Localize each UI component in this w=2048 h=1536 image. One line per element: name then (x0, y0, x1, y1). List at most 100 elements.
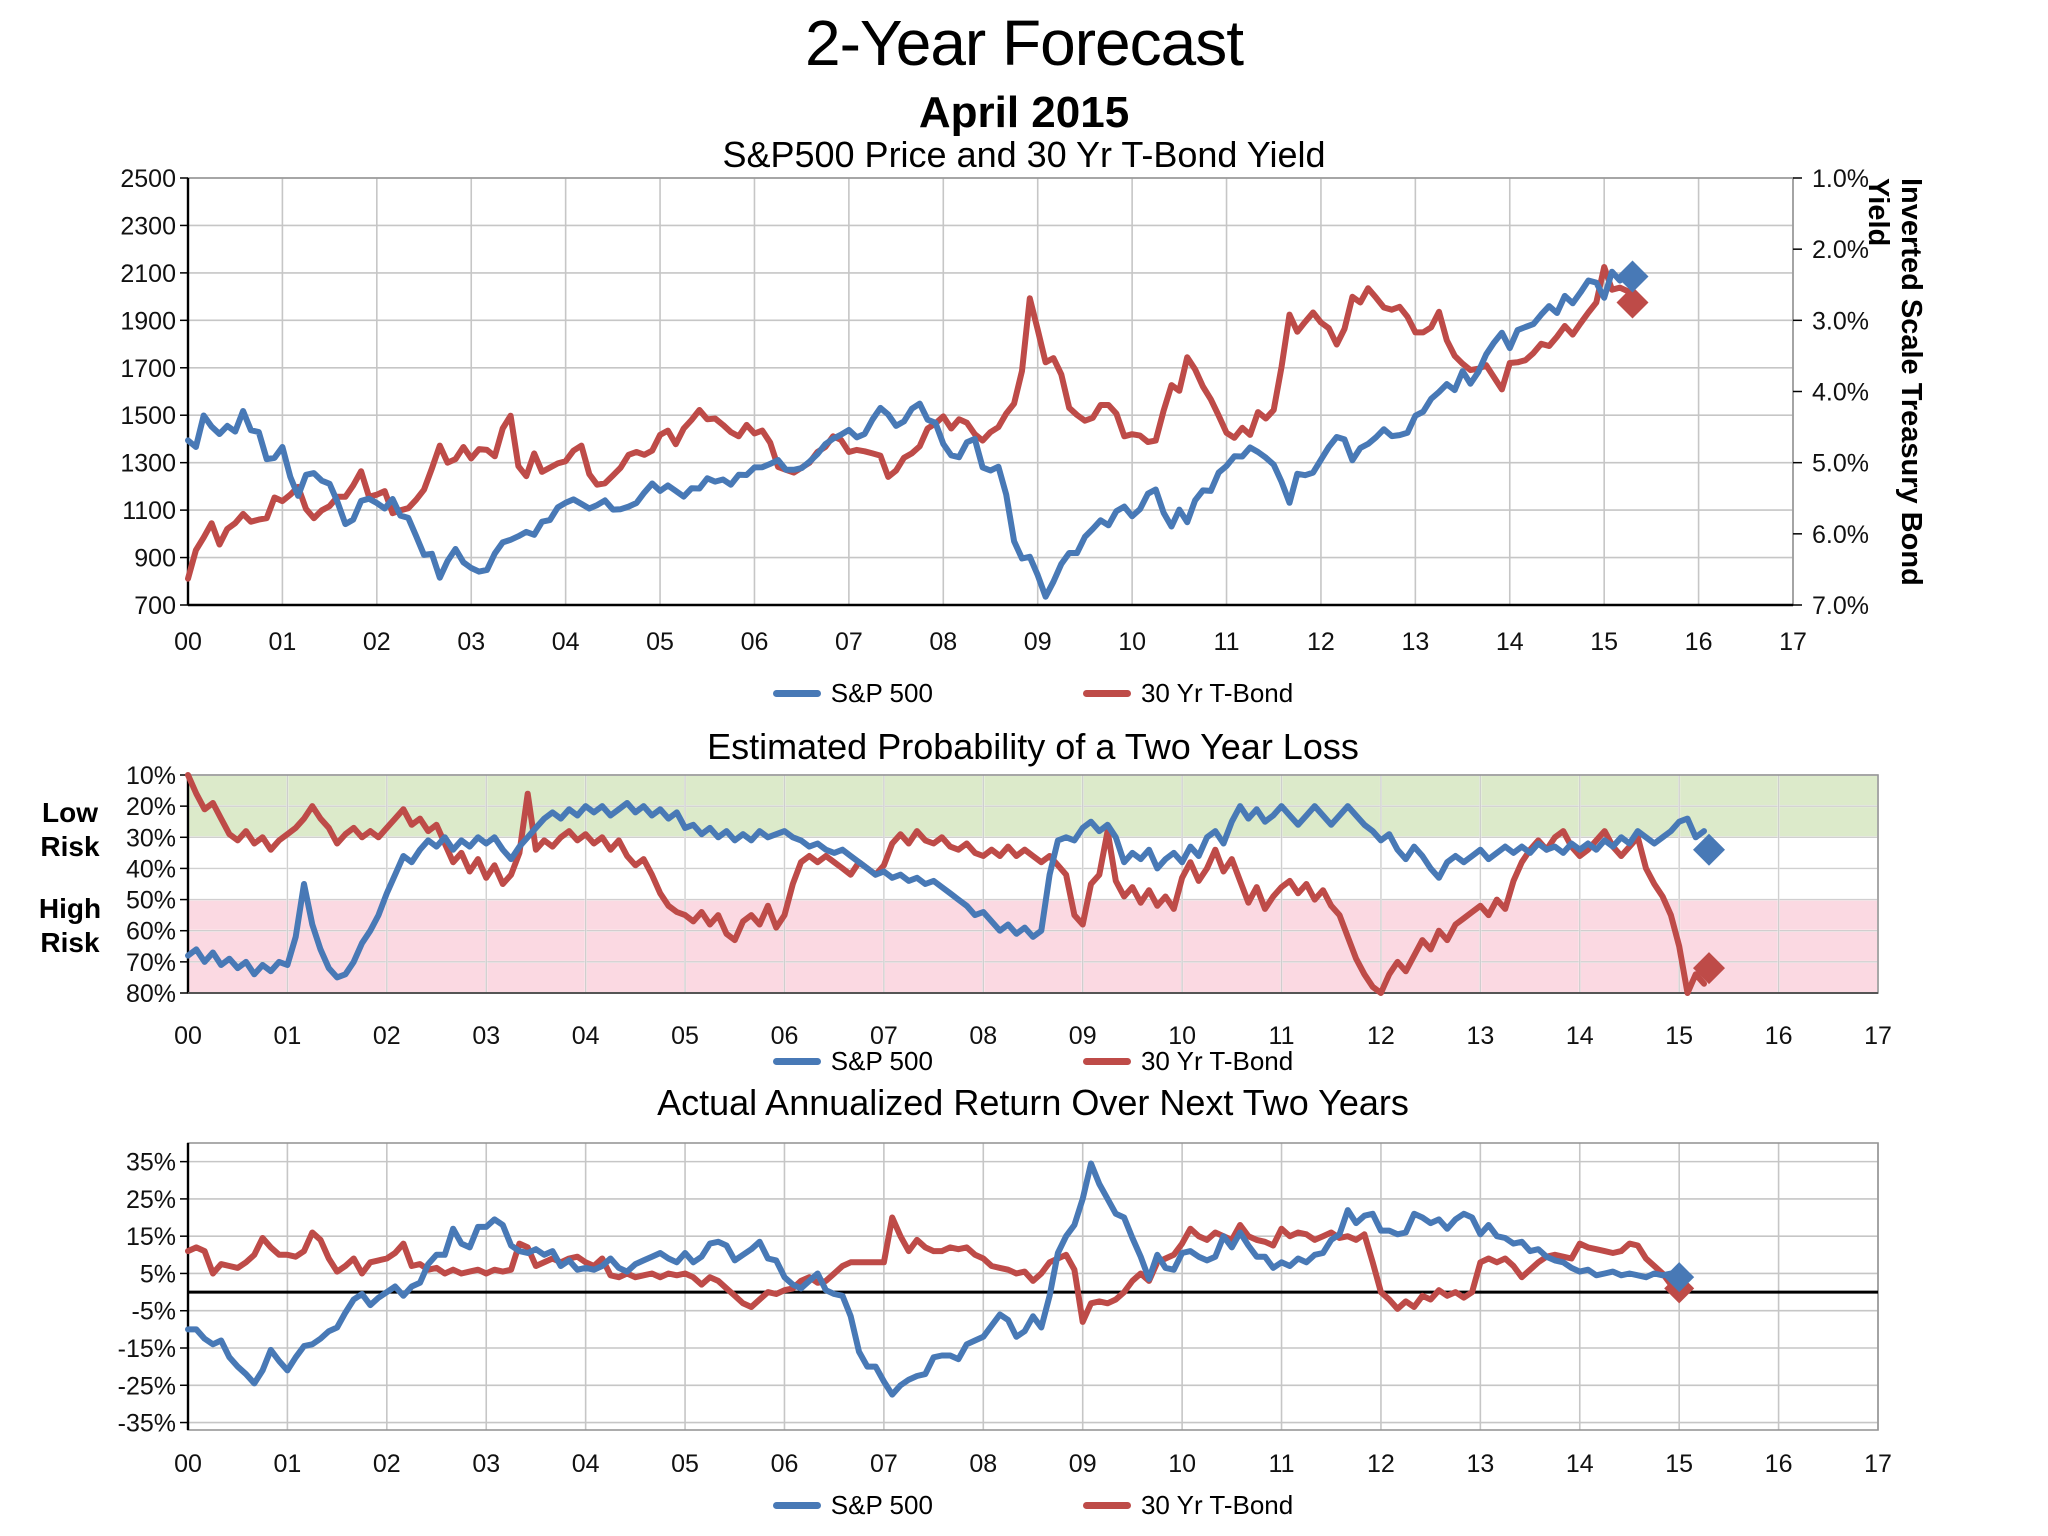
tbond-line-swatch-icon (1082, 690, 1131, 697)
svg-text:09: 09 (1069, 1022, 1097, 1050)
svg-text:05: 05 (671, 1450, 699, 1478)
svg-text:25%: 25% (126, 1186, 176, 1214)
svg-text:02: 02 (363, 628, 391, 656)
svg-text:06: 06 (771, 1450, 799, 1478)
svg-text:10: 10 (1118, 628, 1146, 656)
svg-text:03: 03 (472, 1022, 500, 1050)
svg-text:10: 10 (1168, 1022, 1196, 1050)
svg-text:80%: 80% (126, 980, 176, 1008)
svg-text:50%: 50% (126, 887, 176, 915)
top-chart-title: S&P500 Price and 30 Yr T-Bond Yield (722, 134, 1326, 175)
legend-label-sp500: S&P 500 (830, 1490, 933, 1520)
svg-text:07: 07 (835, 628, 863, 656)
bottom-chart-plot: 35% 25% 15% 5% -5% -15% -25% -35% 00 01 02 03 04 05 06… (118, 1142, 1892, 1478)
svg-text:2500: 2500 (120, 165, 176, 193)
svg-text:03: 03 (472, 1450, 500, 1478)
sp500-line-swatch-icon (772, 1502, 821, 1509)
svg-text:00: 00 (174, 628, 202, 656)
svg-text:08: 08 (929, 628, 957, 656)
svg-text:02: 02 (373, 1450, 401, 1478)
svg-text:12: 12 (1367, 1450, 1395, 1478)
svg-text:2.0%: 2.0% (1812, 236, 1869, 264)
svg-text:2300: 2300 (120, 212, 176, 240)
legend-item-sp500: S&P 500 (772, 1046, 933, 1077)
svg-text:01: 01 (269, 628, 297, 656)
svg-text:01: 01 (274, 1022, 302, 1050)
svg-text:07: 07 (870, 1022, 898, 1050)
svg-text:5.0%: 5.0% (1812, 450, 1869, 478)
svg-text:4.0%: 4.0% (1812, 379, 1869, 407)
top-chart-plot: 250023002100190017001500130011009007001.… (120, 165, 1869, 656)
svg-text:10%: 10% (126, 762, 176, 790)
svg-text:11: 11 (1269, 1450, 1295, 1478)
svg-text:7.0%: 7.0% (1812, 592, 1869, 620)
sp500-line-swatch-icon (772, 690, 821, 697)
tbond-line-swatch-icon (1082, 1502, 1131, 1509)
svg-text:13: 13 (1401, 628, 1429, 656)
svg-text:17: 17 (1864, 1022, 1892, 1050)
svg-text:07: 07 (870, 1450, 898, 1478)
svg-text:-25%: -25% (118, 1372, 176, 1400)
svg-text:1100: 1100 (122, 497, 176, 525)
svg-text:14: 14 (1496, 628, 1524, 656)
bottom-chart-legend: S&P 500 30 Yr T-Bond (188, 1490, 1878, 1521)
svg-text:1500: 1500 (120, 402, 176, 430)
svg-text:6.0%: 6.0% (1812, 521, 1869, 549)
svg-text:11: 11 (1269, 1022, 1295, 1050)
svg-text:06: 06 (771, 1022, 799, 1050)
top-chart-legend: S&P 500 30 Yr T-Bond (188, 678, 1878, 709)
legend-label-sp500: S&P 500 (830, 678, 933, 708)
svg-text:1900: 1900 (120, 307, 176, 335)
svg-text:09: 09 (1069, 1450, 1097, 1478)
tbond-line-swatch-icon (1082, 1058, 1131, 1065)
svg-text:12: 12 (1307, 628, 1335, 656)
svg-text:01: 01 (274, 1450, 302, 1478)
svg-text:-15%: -15% (118, 1335, 176, 1363)
svg-text:13: 13 (1466, 1022, 1494, 1050)
svg-text:16: 16 (1765, 1022, 1793, 1050)
svg-text:13: 13 (1466, 1450, 1494, 1478)
middle-chart-title: Estimated Probability of a Two Year Loss (707, 726, 1359, 767)
page-title: 2-Year Forecast (805, 7, 1244, 79)
svg-text:-5%: -5% (132, 1298, 176, 1326)
legend-item-sp500: S&P 500 (772, 678, 933, 709)
svg-text:5%: 5% (140, 1260, 176, 1288)
svg-text:35%: 35% (126, 1149, 176, 1177)
page-subtitle: April 2015 (918, 88, 1130, 137)
high-risk-label: High Risk (38, 893, 102, 958)
svg-text:1700: 1700 (120, 355, 176, 383)
svg-text:14: 14 (1566, 1450, 1594, 1478)
svg-text:10: 10 (1168, 1450, 1196, 1478)
svg-text:15%: 15% (126, 1223, 176, 1251)
legend-label-tbond: 30 Yr T-Bond (1140, 678, 1294, 708)
svg-text:15: 15 (1665, 1450, 1693, 1478)
legend-item-tbond: 30 Yr T-Bond (1082, 678, 1294, 709)
legend-label-tbond: 30 Yr T-Bond (1140, 1046, 1294, 1076)
svg-text:04: 04 (552, 628, 580, 656)
middle-chart-legend: S&P 500 30 Yr T-Bond (188, 1046, 1878, 1077)
svg-text:17: 17 (1864, 1450, 1892, 1478)
svg-text:16: 16 (1765, 1450, 1793, 1478)
svg-text:60%: 60% (126, 918, 176, 946)
svg-text:05: 05 (671, 1022, 699, 1050)
svg-text:30%: 30% (126, 824, 176, 852)
svg-text:12: 12 (1367, 1022, 1395, 1050)
svg-text:09: 09 (1024, 628, 1052, 656)
svg-text:08: 08 (969, 1450, 997, 1478)
legend-label-sp500: S&P 500 (830, 1046, 933, 1076)
svg-text:06: 06 (741, 628, 769, 656)
svg-text:40%: 40% (126, 855, 176, 883)
svg-text:02: 02 (373, 1022, 401, 1050)
svg-text:20%: 20% (126, 793, 176, 821)
svg-text:08: 08 (969, 1022, 997, 1050)
svg-text:00: 00 (174, 1022, 202, 1050)
svg-text:00: 00 (174, 1450, 202, 1478)
svg-text:15: 15 (1590, 628, 1618, 656)
svg-text:15: 15 (1665, 1022, 1693, 1050)
svg-text:-35%: -35% (118, 1410, 176, 1438)
svg-text:03: 03 (457, 628, 485, 656)
svg-text:17: 17 (1779, 628, 1807, 656)
bottom-chart-title: Actual Annualized Return Over Next Two Y… (657, 1082, 1409, 1123)
